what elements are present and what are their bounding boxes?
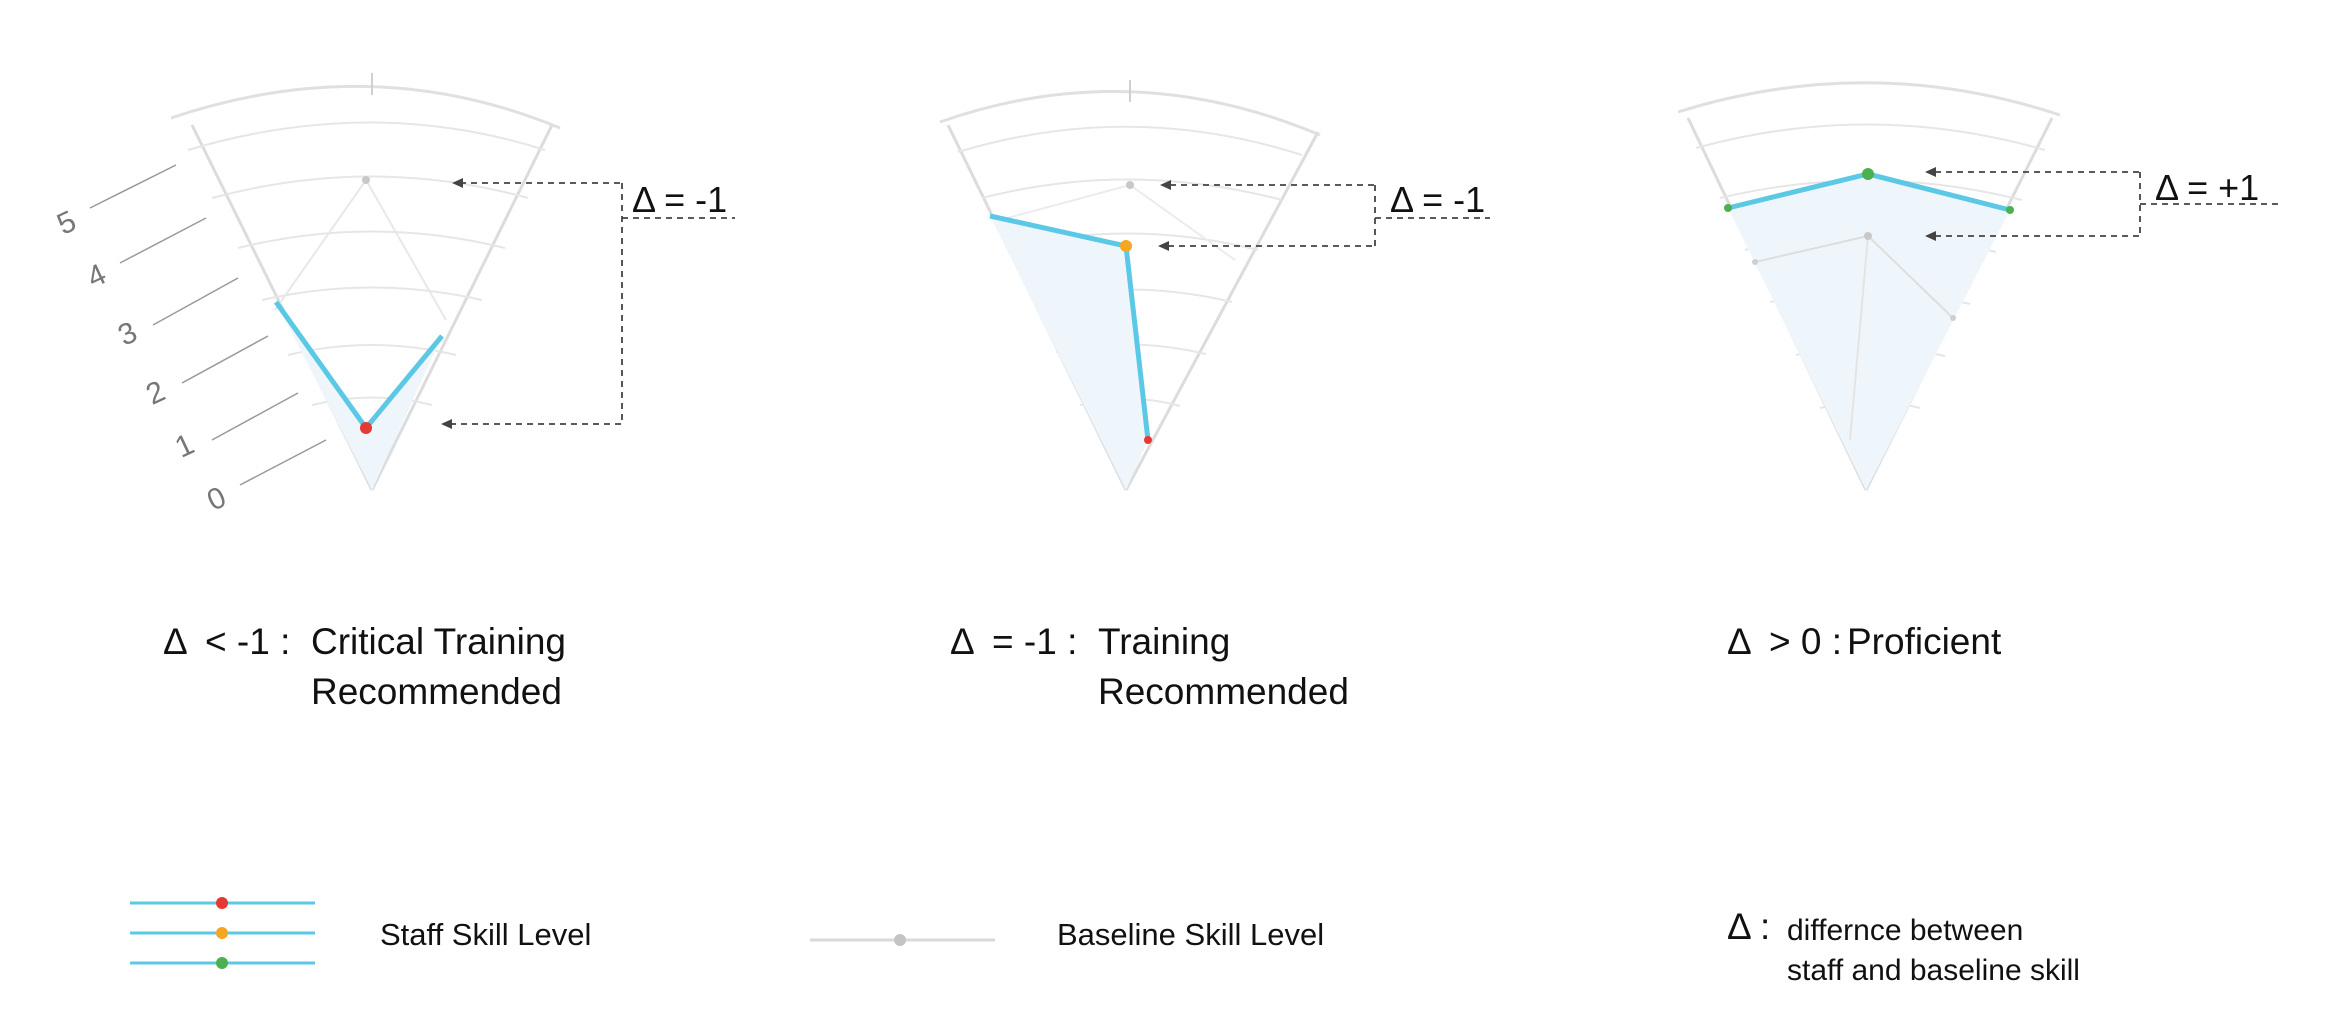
caption-description-line: Proficient (1847, 621, 2002, 662)
caption-description: Proficient (1847, 617, 2001, 667)
caption-description-line: Recommended (311, 671, 562, 712)
caption-description-line: Critical Training (311, 621, 566, 662)
staff-area (276, 302, 442, 490)
panel-training: Δ = -1 (939, 80, 1490, 491)
scale-label-4: 4 (82, 258, 111, 295)
legend-delta-symbol: Δ : (1727, 906, 1771, 947)
scale-ticks (89, 164, 327, 486)
staff-marker-orange (1120, 240, 1132, 252)
wedge-grid (170, 84, 561, 406)
caption-description-line: Training (1098, 621, 1231, 662)
caption-description-line: Recommended (1098, 671, 1349, 712)
caption-rule: < -1 : (205, 621, 291, 662)
caption-delta-symbol: Δ (1727, 621, 1752, 662)
legend-staff-swatches (130, 897, 315, 969)
legend-marker-orange (216, 927, 228, 939)
legend-delta-description-line: staff and baseline skill (1787, 954, 2080, 987)
staff-marker-red (1144, 436, 1152, 444)
delta-bracket (1168, 184, 1490, 247)
legend-staff-label: Staff Skill Level (380, 917, 592, 952)
caption-delta-symbol: Δ (950, 621, 975, 662)
staff-marker-red (360, 422, 372, 434)
legend-baseline-dot (894, 934, 906, 946)
caption-rule: = -1 : (992, 621, 1078, 662)
legend-marker-red (216, 897, 228, 909)
delta-bracket (1935, 171, 2280, 237)
caption-description: Critical Training Recommended (311, 617, 566, 717)
baseline-dot (1864, 232, 1872, 240)
legend-marker-green (216, 957, 228, 969)
caption-delta-symbol: Δ (163, 621, 188, 662)
legend-delta-description-line: differnce between (1787, 914, 2024, 947)
baseline-dot (362, 176, 370, 184)
legend-baseline-label: Baseline Skill Level (1057, 917, 1325, 952)
caption-description: Training Recommended (1098, 617, 1349, 717)
staff-line (273, 300, 444, 433)
caption-proficient: Δ > 0 : Proficient (1727, 617, 2127, 677)
staff-area (990, 216, 1148, 490)
delta-annotation: Δ = -1 (632, 179, 727, 220)
scale-label-2: 2 (141, 375, 170, 412)
caption-rule: > 0 : (1769, 621, 1843, 662)
caption-critical: Δ < -1 : Critical Training Recommended (163, 617, 613, 727)
scale-label-1: 1 (170, 428, 199, 465)
staff-marker-green (1862, 168, 1874, 180)
caption-training: Δ = -1 : Training Recommended (950, 617, 1400, 727)
delta-annotation: Δ = -1 (1390, 179, 1485, 220)
delta-annotation: Δ = +1 (2155, 167, 2259, 208)
staff-marker-green-right (2006, 206, 2014, 214)
staff-area (1728, 174, 2010, 490)
staff-marker-green-left (1724, 204, 1732, 212)
delta-bracket (450, 182, 735, 425)
legend-baseline-swatch (810, 934, 995, 946)
panel-critical: 0 1 2 3 4 5 Δ = -1 (52, 73, 735, 518)
scale-label-5: 5 (52, 205, 81, 242)
baseline-dot (1126, 181, 1134, 189)
panel-proficient: Δ = +1 (1677, 81, 2280, 491)
scale-label-0: 0 (202, 481, 231, 518)
scale-label-3: 3 (113, 316, 142, 353)
baseline-polygon (274, 178, 447, 321)
